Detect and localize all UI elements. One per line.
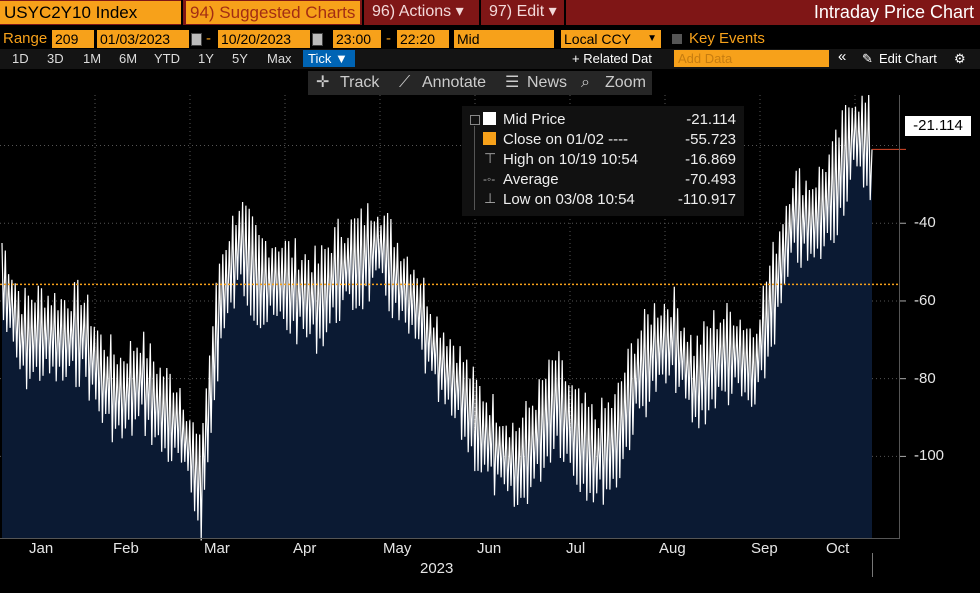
low-marker-icon: ⊥ — [484, 190, 497, 206]
ticker-field[interactable]: USYC2Y10 Index — [0, 1, 181, 24]
period-5y[interactable]: 5Y — [232, 51, 248, 66]
time-dash: - — [386, 30, 391, 47]
y-axis-line — [899, 95, 900, 539]
price-line — [1, 95, 873, 541]
x-tick-label: Mar — [204, 540, 230, 557]
news-icon: ☰ — [505, 74, 520, 91]
pencil-icon[interactable]: ✎ — [862, 51, 873, 66]
y-tick-label: -60 — [914, 291, 936, 309]
period-bar — [0, 49, 980, 69]
tick-dropdown-button[interactable]: Tick ▼ — [303, 50, 355, 67]
add-data-placeholder: Add Data — [678, 51, 733, 66]
news-button[interactable]: News — [527, 74, 568, 91]
legend-value: -16.869 — [685, 151, 736, 168]
chart-toolbar — [308, 71, 652, 95]
separator — [362, 0, 364, 25]
average-marker-icon: -◦- — [483, 172, 496, 186]
period-1y[interactable]: 1Y — [198, 51, 214, 66]
calendar-icon[interactable] — [312, 33, 323, 46]
range-label: Range — [3, 30, 48, 47]
track-button[interactable]: Track — [340, 74, 380, 91]
start-time-field[interactable]: 23:00 — [333, 30, 381, 48]
key-events-label: Key Events — [689, 30, 765, 47]
legend-value: -21.114 — [686, 111, 736, 128]
crosshair-icon: ✛ — [316, 74, 330, 91]
related-data-button[interactable]: + Related Dat — [572, 51, 652, 66]
legend-value: -70.493 — [685, 171, 736, 188]
actions-menu-button[interactable]: 96) Actions ▾ — [372, 3, 464, 20]
x-tick-label: Sep — [751, 540, 778, 557]
period-ytd[interactable]: YTD — [154, 51, 180, 66]
legend-tree-line — [474, 126, 475, 210]
separator — [479, 0, 481, 25]
high-marker-icon: ⊤ — [484, 150, 497, 166]
currency-dropdown[interactable]: Local CCY ▼ — [561, 30, 661, 48]
gear-icon[interactable]: ⚙ — [954, 51, 966, 66]
x-tick-label: Aug — [659, 540, 686, 557]
annotate-icon: ⟋ — [399, 74, 411, 91]
suggested-charts-button[interactable]: 94) Suggested Charts — [186, 1, 360, 24]
calendar-icon[interactable] — [191, 33, 202, 46]
x-tick-label: Jun — [477, 540, 502, 557]
annotate-button[interactable]: Annotate — [422, 74, 487, 91]
y-tick-label: -100 — [914, 447, 945, 465]
separator — [564, 0, 566, 25]
key-events-checkbox[interactable] — [672, 34, 682, 44]
collapse-icon[interactable]: « — [838, 48, 847, 65]
start-date-field[interactable]: 01/03/2023 — [97, 30, 189, 48]
x-tick-label: Feb — [113, 540, 139, 557]
x-tick-label: Oct — [826, 540, 850, 557]
edit-chart-button[interactable]: Edit Chart — [879, 51, 937, 66]
price-chart[interactable] — [0, 95, 980, 545]
chevron-down-icon: ▼ — [647, 33, 657, 44]
y-tick-label: -40 — [914, 214, 936, 232]
period-3d[interactable]: 3D — [47, 51, 64, 66]
mid-price-swatch — [483, 112, 496, 125]
period-1d[interactable]: 1D — [12, 51, 29, 66]
legend-label: Average — [503, 171, 559, 188]
separator — [181, 0, 183, 25]
legend-value: -110.917 — [677, 191, 736, 208]
legend-label: Mid Price — [503, 111, 566, 128]
edit-menu-button[interactable]: 97) Edit ▾ — [489, 3, 557, 20]
x-tick-label: Jan — [29, 540, 54, 557]
legend-panel — [462, 106, 744, 216]
currency-value: Local CCY — [564, 31, 631, 47]
period-6m[interactable]: 6M — [119, 51, 138, 66]
legend-label: High on 10/19 10:54 — [503, 151, 639, 168]
legend-collapse-icon[interactable] — [470, 115, 480, 125]
range-count-field[interactable]: 209 — [52, 30, 94, 48]
legend-label: Close on 01/02 ---- — [503, 131, 629, 148]
add-data-input[interactable]: Add Data — [674, 50, 829, 67]
last-price-tag: -21.114 — [905, 116, 971, 136]
x-tick-label: Apr — [293, 540, 317, 557]
period-1m[interactable]: 1M — [83, 51, 102, 66]
zoom-button[interactable]: Zoom — [605, 74, 646, 91]
period-max[interactable]: Max — [267, 51, 292, 66]
end-time-field[interactable]: 22:20 — [397, 30, 449, 48]
legend-label: Low on 03/08 10:54 — [503, 191, 635, 208]
time-cursor — [872, 553, 873, 577]
year-label: 2023 — [420, 560, 454, 577]
x-tick-label: Jul — [566, 540, 586, 557]
range-dash: - — [206, 30, 211, 47]
x-axis-line — [0, 538, 900, 539]
end-date-field[interactable]: 10/20/2023 — [218, 30, 310, 48]
page-title: Intraday Price Chart — [813, 2, 974, 22]
search-icon: ⌕ — [581, 74, 590, 91]
y-tick-label: -80 — [914, 369, 936, 387]
price-type-field[interactable]: Mid — [454, 30, 554, 48]
legend-value: -55.723 — [685, 131, 736, 148]
close-swatch — [483, 132, 496, 145]
x-tick-label: May — [383, 540, 412, 557]
